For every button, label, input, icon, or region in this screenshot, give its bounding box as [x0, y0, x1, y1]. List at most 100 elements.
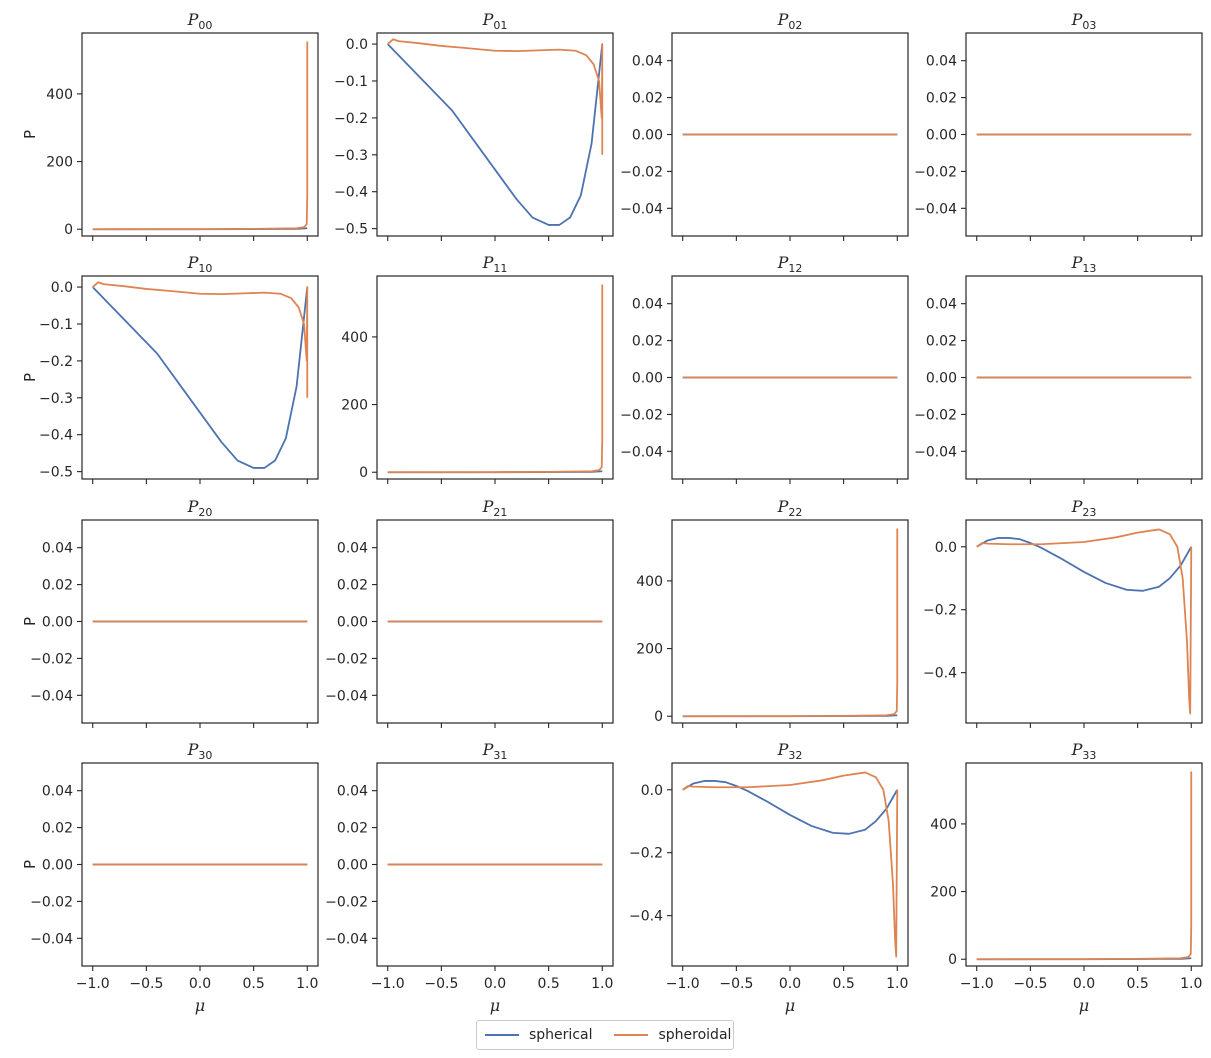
y-tick-label: 0: [654, 709, 663, 725]
y-tick-label: 400: [636, 574, 663, 590]
y-tick-label: 0: [948, 952, 957, 968]
subplot-12: 0.04 0.02 0.00 −0.02 −0.04 P12: [620, 253, 909, 484]
y-tick-label: −0.2: [629, 846, 663, 862]
axes-frame: [671, 762, 909, 967]
y-tick-label: −0.4: [39, 428, 73, 444]
y-tick-label: −0.5: [39, 465, 73, 481]
subplot-title: P13: [1071, 253, 1097, 275]
y-tick-label: 0.00: [337, 858, 368, 874]
series-line-spheroidal: [682, 771, 899, 958]
subplot-22: 0 200 400 P22: [636, 497, 909, 728]
y-tick-label: −0.02: [30, 894, 73, 910]
subplot-02: 0.04 0.02 0.00 −0.02 −0.04 P02: [620, 10, 909, 241]
y-tick-label: 0.04: [42, 784, 73, 800]
y-tick-label: 0.00: [926, 128, 957, 144]
y-tick-label: 200: [930, 885, 957, 901]
y-tick-label: −0.02: [325, 894, 368, 910]
subplot-title: P21: [482, 497, 508, 519]
subplot-30: 0.04 0.02 0.00 −0.02 −0.04 −1.0 −0.5 0.0 0.5 1.0 P…: [21, 740, 319, 1015]
y-tick-label: 0.0: [935, 540, 957, 556]
subplot-23: 0.0 −0.2 −0.4 P23: [923, 497, 1203, 728]
x-tick-label: −0.5: [1013, 976, 1047, 992]
subplot-32: 0.0 −0.2 −0.4 −1.0 −0.5 0.0 0.5 1.0 P32 μ: [629, 740, 909, 1015]
y-tick-label: 0.00: [42, 615, 73, 631]
y-tick-label: −0.5: [334, 222, 368, 238]
subplot-title: P22: [777, 497, 803, 519]
subplot-20: 0.04 0.02 0.00 −0.02 −0.04 P20 P: [21, 497, 319, 728]
x-tick-label: 0.5: [538, 976, 560, 992]
x-tick-label: −0.5: [129, 976, 163, 992]
y-tick-label: −0.2: [334, 111, 368, 127]
legend-swatch-spherical: [485, 1034, 519, 1036]
y-tick-label: −0.04: [620, 201, 663, 217]
subplot-title: P00: [187, 10, 213, 32]
series-line-spheroidal: [387, 284, 604, 474]
subplot-title: P20: [187, 497, 213, 519]
y-tick-label: −0.04: [325, 931, 368, 947]
y-tick-label: 0.04: [337, 541, 368, 557]
y-tick-label: −0.1: [39, 317, 73, 333]
subplot-title: P01: [482, 10, 508, 32]
y-tick-label: 0.02: [42, 821, 73, 837]
y-tick-label: 0.04: [42, 541, 73, 557]
y-tick-label: 200: [636, 642, 663, 658]
y-tick-label: −0.4: [923, 666, 957, 682]
x-tick-label: 1.0: [591, 976, 613, 992]
y-tick-label: 0.00: [632, 128, 663, 144]
subplot-21: 0.04 0.02 0.00 −0.02 −0.04 P21: [325, 497, 614, 728]
axes-frame: [965, 519, 1203, 724]
series-line-spheroidal: [387, 38, 604, 155]
y-tick-label: 0: [359, 465, 368, 481]
series-line-spheroidal: [682, 528, 899, 718]
y-tick-label: −0.04: [914, 444, 957, 460]
x-tick-label: −0.5: [424, 976, 458, 992]
series-line-spheroidal: [92, 281, 309, 398]
y-tick-label: 0: [64, 222, 73, 238]
y-tick-label: −0.02: [914, 407, 957, 423]
y-tick-label: −0.3: [39, 391, 73, 407]
subplot-title: P23: [1071, 497, 1097, 519]
y-tick-label: 0.02: [632, 334, 663, 350]
subplot-title: P02: [777, 10, 803, 32]
y-tick-label: 0.0: [51, 280, 73, 296]
y-tick-label: −0.02: [620, 407, 663, 423]
y-tick-label: 0.0: [346, 37, 368, 53]
series-line-spherical: [387, 43, 604, 226]
axes-frame: [376, 275, 614, 480]
x-tick-label: 0.5: [1127, 976, 1149, 992]
subplot-title: P03: [1071, 10, 1097, 32]
y-tick-label: −0.02: [30, 651, 73, 667]
y-tick-label: 0.02: [926, 334, 957, 350]
y-tick-label: 0.0: [641, 783, 663, 799]
y-tick-label: −0.1: [334, 74, 368, 90]
y-tick-label: 0.04: [926, 297, 957, 313]
series-line-spherical: [92, 286, 309, 469]
subplot-title: P30: [187, 740, 213, 762]
y-tick-label: −0.04: [620, 444, 663, 460]
subplot-title: P31: [482, 740, 508, 762]
series-line-spherical: [976, 537, 1193, 592]
y-tick-label: 0.02: [337, 578, 368, 594]
y-tick-label: 0.00: [926, 371, 957, 387]
subplot-31: 0.04 0.02 0.00 −0.02 −0.04 −1.0 −0.5 0.0 0.5 1.0 P…: [325, 740, 614, 1015]
y-tick-label: 0.02: [926, 91, 957, 107]
y-tick-label: −0.02: [914, 164, 957, 180]
y-tick-label: −0.04: [325, 688, 368, 704]
y-tick-label: 200: [341, 398, 368, 414]
y-axis-label: P: [21, 373, 39, 382]
y-tick-label: −0.04: [30, 688, 73, 704]
series-line-spheroidal: [976, 528, 1193, 715]
subplot-33: 0 200 400 −1.0 −0.5 0.0 0.5 1.0 P33 μ: [930, 740, 1203, 1015]
subplot-00: 0 200 400 P00 P: [21, 10, 319, 241]
y-tick-label: 0.04: [632, 297, 663, 313]
y-tick-label: 0.04: [926, 54, 957, 70]
subplot-10: 0.0 −0.1 −0.2 −0.3 −0.4 −0.5 P10 P: [21, 253, 319, 484]
x-tick-label: −1.0: [666, 976, 700, 992]
legend-entry-spheroidal: spheroidal: [614, 1027, 731, 1043]
y-tick-label: 200: [46, 155, 73, 171]
y-tick-label: 0.00: [42, 858, 73, 874]
subplot-01: 0.0 −0.1 −0.2 −0.3 −0.4 −0.5 P01: [334, 10, 614, 241]
y-tick-label: 0.04: [337, 784, 368, 800]
y-tick-label: 400: [46, 87, 73, 103]
subplot-13: 0.04 0.02 0.00 −0.02 −0.04 P13: [914, 253, 1203, 484]
